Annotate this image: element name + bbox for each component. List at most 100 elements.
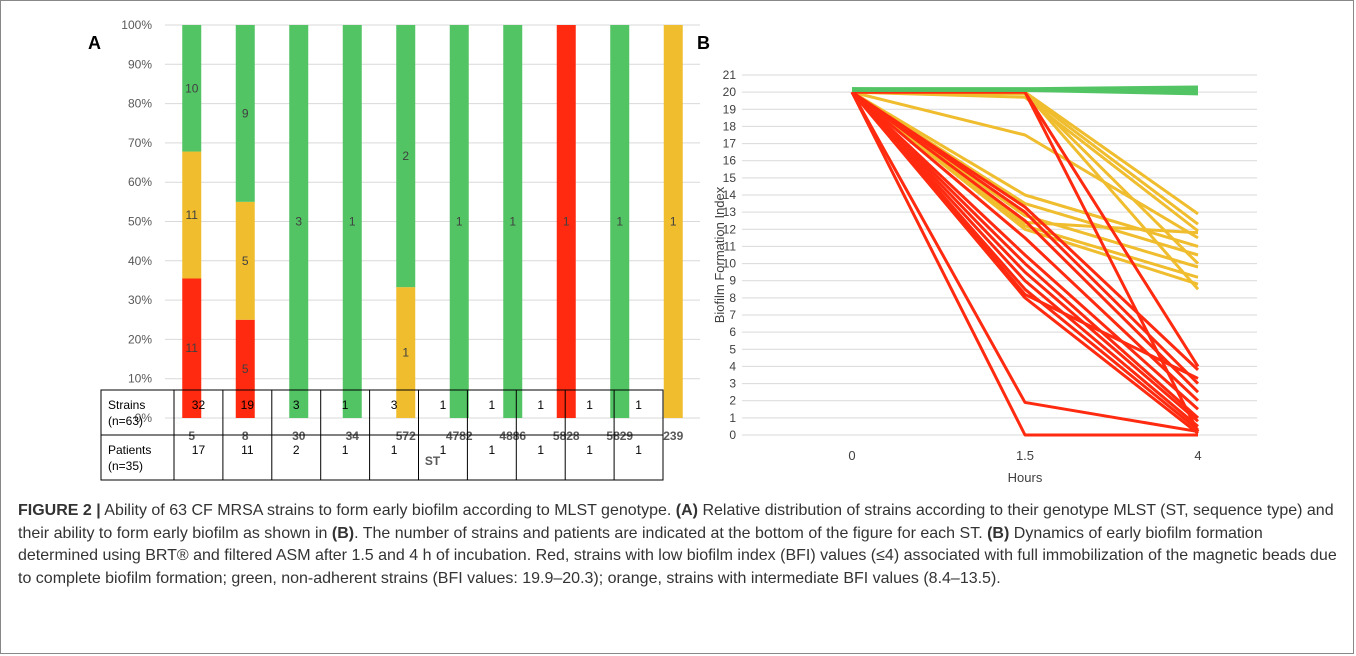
y-tick-label: 90% [128,57,152,71]
series-line-green [852,87,1199,94]
y-tick-label: 80% [128,97,152,111]
y-tick-label: 6 [729,325,736,339]
y-tick-label: 14 [723,188,737,202]
x-tick-label: 30 [292,429,306,443]
series-line-orange [851,90,1199,233]
bar-data-label: 1 [509,215,516,229]
strains-patients-table: Strains(n=63)32 19 3 1 3 1 1 1 1 1Patients(n=35)1… [100,389,664,481]
bar-segment-green [396,25,416,288]
y-tick-label: 5 [729,342,736,356]
series-line-red [850,91,1199,419]
bar-segment-orange [396,287,416,418]
caption-intro: Ability of 63 CF MRSA strains to form ea… [100,502,676,519]
table-row-header: Patients [108,443,151,457]
series-line-orange [851,90,1199,240]
table-row-header: Strains [108,398,145,412]
bar-data-label: 9 [242,106,249,120]
y-tick-label: 9 [729,274,736,288]
bar-data-label: 2 [402,149,409,163]
y-tick-label: 11 [724,239,737,253]
bar-segment-red [182,278,202,418]
y-tick-label: 19 [723,102,737,116]
y-tick-label: 4 [729,359,736,373]
bar-segment-green [449,25,469,418]
series-line-red [850,91,1199,411]
table-cell: 11 [241,443,254,457]
table-cell: 32 [192,398,206,412]
bar-segment-green [342,25,362,418]
table-cell: 1 [342,443,349,457]
x-tick-label: 1.5 [1016,448,1034,463]
caption-ref-a: (A) [675,502,698,519]
y-tick-label: 7 [729,308,736,322]
series-line-red [852,90,1200,433]
caption-ref-b-1: (B) [331,524,355,542]
y-tick-label: 8 [729,291,736,305]
series-line-red [850,91,1199,423]
bar-segment-green [235,25,255,202]
table-cell: 1 [342,398,349,412]
x-tick-label: 5829 [606,429,633,443]
bar-data-label: 3 [295,215,302,229]
panel-a-label: A [88,33,101,53]
x-tick-label: 4 [1194,448,1201,463]
table-cell: 2 [293,443,300,457]
y-tick-label: 30% [128,293,152,307]
x-tick-label: 0 [848,448,855,463]
y-tick-label: 3 [729,377,736,391]
x-tick-label: 34 [346,429,360,443]
y-tick-label: 2 [729,394,736,408]
y-tick-label: 15 [723,171,737,185]
x-axis-title: ST [425,454,441,468]
y-axis-title: Biofilm Formation Index [712,186,727,323]
table-cell: 1 [635,443,642,457]
table-cell: 1 [440,398,447,412]
x-tick-label: 5828 [553,429,580,443]
caption-b-text: Dynamics of early biofilm formation dete… [18,524,1337,587]
y-tick-label: 20% [128,332,152,346]
y-tick-label: 10 [723,257,737,271]
x-tick-label: 239 [663,429,683,443]
chart-a-stacked-bars: 0%10%20%30%40%50%60%70%80%90%100%1111105… [121,18,700,468]
caption-figure-label: FIGURE 2 | [18,502,101,519]
y-tick-label: 20 [723,85,737,99]
table-cell: 1 [537,398,544,412]
caption-ref-b-2: (B) [987,524,1010,542]
table-cell: 1 [537,443,544,457]
x-tick-label: 4886 [499,429,526,443]
y-tick-label: 60% [128,175,152,189]
series-line-red [850,91,1199,428]
series-line-green [852,87,1199,92]
bar-segment-red [235,319,255,418]
bar-segment-green [289,25,309,418]
bar-data-label: 5 [242,254,249,268]
bar-segment-orange [182,151,202,279]
series-line-red [850,91,1198,437]
figure-caption: FIGURE 2 | Ability of 63 CF MRSA strains… [18,500,1338,590]
table-cell: 19 [241,398,255,412]
y-tick-label: 10% [128,372,152,386]
table-cell: 1 [489,398,496,412]
bar-data-label: 1 [563,215,570,229]
y-tick-label: 18 [723,119,737,133]
x-tick-label: 8 [242,429,249,443]
table-cell: 1 [440,443,447,457]
table-row-header-sub: (n=63) [108,414,143,428]
series-line-red [850,91,1199,435]
y-tick-label: 21 [723,68,737,82]
y-tick-label: 0% [135,411,153,425]
table-cell: 3 [391,398,398,412]
figure-charts: A B 0%10%20%30%40%50%60%70%80%90%100%111… [88,18,1257,485]
y-tick-label: 40% [128,254,152,268]
series-line-red [850,91,1199,434]
y-tick-label: 70% [128,136,152,150]
table-cell: 1 [391,443,398,457]
bar-data-label: 1 [616,215,623,229]
bar-segment-orange [663,25,683,418]
table-cell: 1 [586,443,593,457]
series-line-orange [851,90,1199,286]
bar-data-label: 1 [456,215,463,229]
bar-segment-green [503,25,523,418]
table-row [100,434,664,481]
series-line-red [851,90,1200,394]
